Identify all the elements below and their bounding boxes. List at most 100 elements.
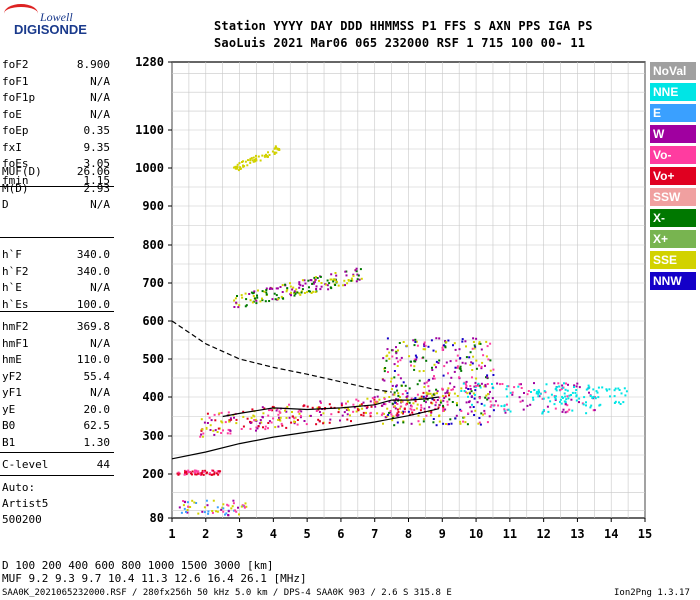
echo-point bbox=[326, 284, 329, 287]
echo-point bbox=[492, 404, 495, 407]
echo-point bbox=[298, 412, 301, 415]
echo-point bbox=[257, 425, 260, 428]
echo-point bbox=[276, 287, 279, 290]
echo-point bbox=[399, 359, 402, 362]
echo-point bbox=[365, 411, 367, 414]
echo-point bbox=[444, 346, 447, 349]
echo-point bbox=[622, 401, 625, 404]
echo-point bbox=[566, 404, 569, 407]
echo-point bbox=[177, 473, 180, 476]
echo-point bbox=[420, 395, 423, 398]
echo-point bbox=[471, 369, 474, 371]
echo-point bbox=[442, 344, 445, 347]
echo-point bbox=[507, 408, 510, 411]
echo-point bbox=[446, 392, 449, 395]
echo-point bbox=[215, 472, 218, 475]
echo-point bbox=[489, 359, 492, 362]
echo-point bbox=[354, 269, 357, 272]
echo-point bbox=[460, 387, 463, 390]
echo-point bbox=[480, 367, 483, 370]
echo-point bbox=[213, 472, 216, 475]
echo-point bbox=[268, 288, 271, 290]
echo-point bbox=[191, 470, 194, 473]
header-line1: Station YYYY DAY DDD HHMMSS P1 FFS S AXN… bbox=[214, 19, 593, 33]
echo-point bbox=[455, 402, 458, 405]
echo-point bbox=[442, 374, 445, 377]
echo-point bbox=[319, 400, 322, 403]
echo-point bbox=[310, 292, 313, 294]
echo-point bbox=[190, 472, 192, 475]
echo-point bbox=[399, 377, 402, 380]
echo-point bbox=[393, 399, 396, 402]
echo-point bbox=[427, 345, 430, 348]
echo-point bbox=[396, 365, 399, 367]
echo-point bbox=[310, 279, 313, 282]
echo-point bbox=[488, 415, 491, 418]
echo-point bbox=[475, 367, 478, 370]
x-tick-label: 1 bbox=[168, 527, 175, 541]
echo-point bbox=[480, 348, 483, 351]
echo-point bbox=[196, 470, 199, 473]
param-row-foe: foE N/A bbox=[2, 108, 110, 121]
echo-point bbox=[294, 416, 297, 419]
plot-frame bbox=[171, 61, 646, 519]
echo-point bbox=[501, 383, 504, 385]
echo-point bbox=[415, 356, 418, 359]
param-name: MUF(D) bbox=[2, 165, 42, 178]
echo-point bbox=[228, 419, 231, 422]
echo-point bbox=[191, 473, 193, 476]
echo-point bbox=[373, 398, 376, 401]
echo-point bbox=[503, 404, 506, 407]
echo-point bbox=[423, 400, 426, 402]
echo-point bbox=[357, 274, 360, 277]
echo-point bbox=[397, 399, 400, 402]
echo-point bbox=[414, 360, 417, 363]
echo-point bbox=[271, 287, 274, 290]
echo-point bbox=[201, 471, 204, 474]
echo-point bbox=[298, 292, 301, 295]
echo-point bbox=[344, 284, 346, 287]
echo-point bbox=[511, 393, 514, 396]
echo-point bbox=[369, 415, 372, 418]
echo-point bbox=[384, 416, 387, 419]
param-name: D bbox=[2, 198, 9, 211]
echo-point bbox=[237, 169, 240, 172]
echo-point bbox=[295, 288, 298, 291]
echo-point bbox=[235, 510, 238, 513]
echo-point bbox=[234, 167, 237, 170]
echo-point bbox=[243, 165, 246, 168]
echo-point bbox=[403, 407, 406, 410]
echo-point bbox=[500, 405, 503, 408]
echo-point bbox=[397, 410, 400, 413]
echo-point bbox=[326, 279, 329, 282]
echo-point bbox=[261, 406, 264, 409]
echo-point bbox=[459, 368, 462, 370]
echo-point bbox=[581, 402, 584, 405]
echo-point bbox=[427, 392, 430, 395]
echo-point bbox=[465, 380, 468, 383]
echo-point bbox=[570, 398, 573, 401]
echo-point bbox=[275, 287, 278, 290]
echo-point bbox=[474, 385, 477, 388]
param-name: fxI bbox=[2, 140, 22, 154]
echo-point bbox=[253, 290, 256, 293]
echo-point bbox=[427, 379, 430, 382]
auto-line: Artist5 bbox=[2, 497, 49, 510]
echo-point bbox=[585, 388, 588, 391]
echo-point bbox=[322, 412, 325, 415]
echo-point bbox=[265, 291, 268, 294]
echo-point bbox=[218, 470, 221, 473]
echo-point bbox=[233, 306, 236, 308]
echo-point bbox=[559, 400, 561, 403]
echo-point bbox=[397, 392, 400, 395]
echo-point bbox=[315, 410, 318, 412]
echo-point bbox=[469, 392, 471, 395]
echo-point bbox=[537, 389, 540, 392]
echo-point bbox=[464, 421, 467, 424]
footer-muf-line: MUF 9.2 9.3 9.7 10.4 11.3 12.6 16.4 26.1… bbox=[2, 572, 307, 585]
param-value: N/A bbox=[90, 91, 110, 104]
echo-point bbox=[240, 294, 243, 297]
echo-point bbox=[395, 414, 398, 417]
echo-point bbox=[205, 426, 208, 429]
echo-point bbox=[277, 418, 280, 421]
